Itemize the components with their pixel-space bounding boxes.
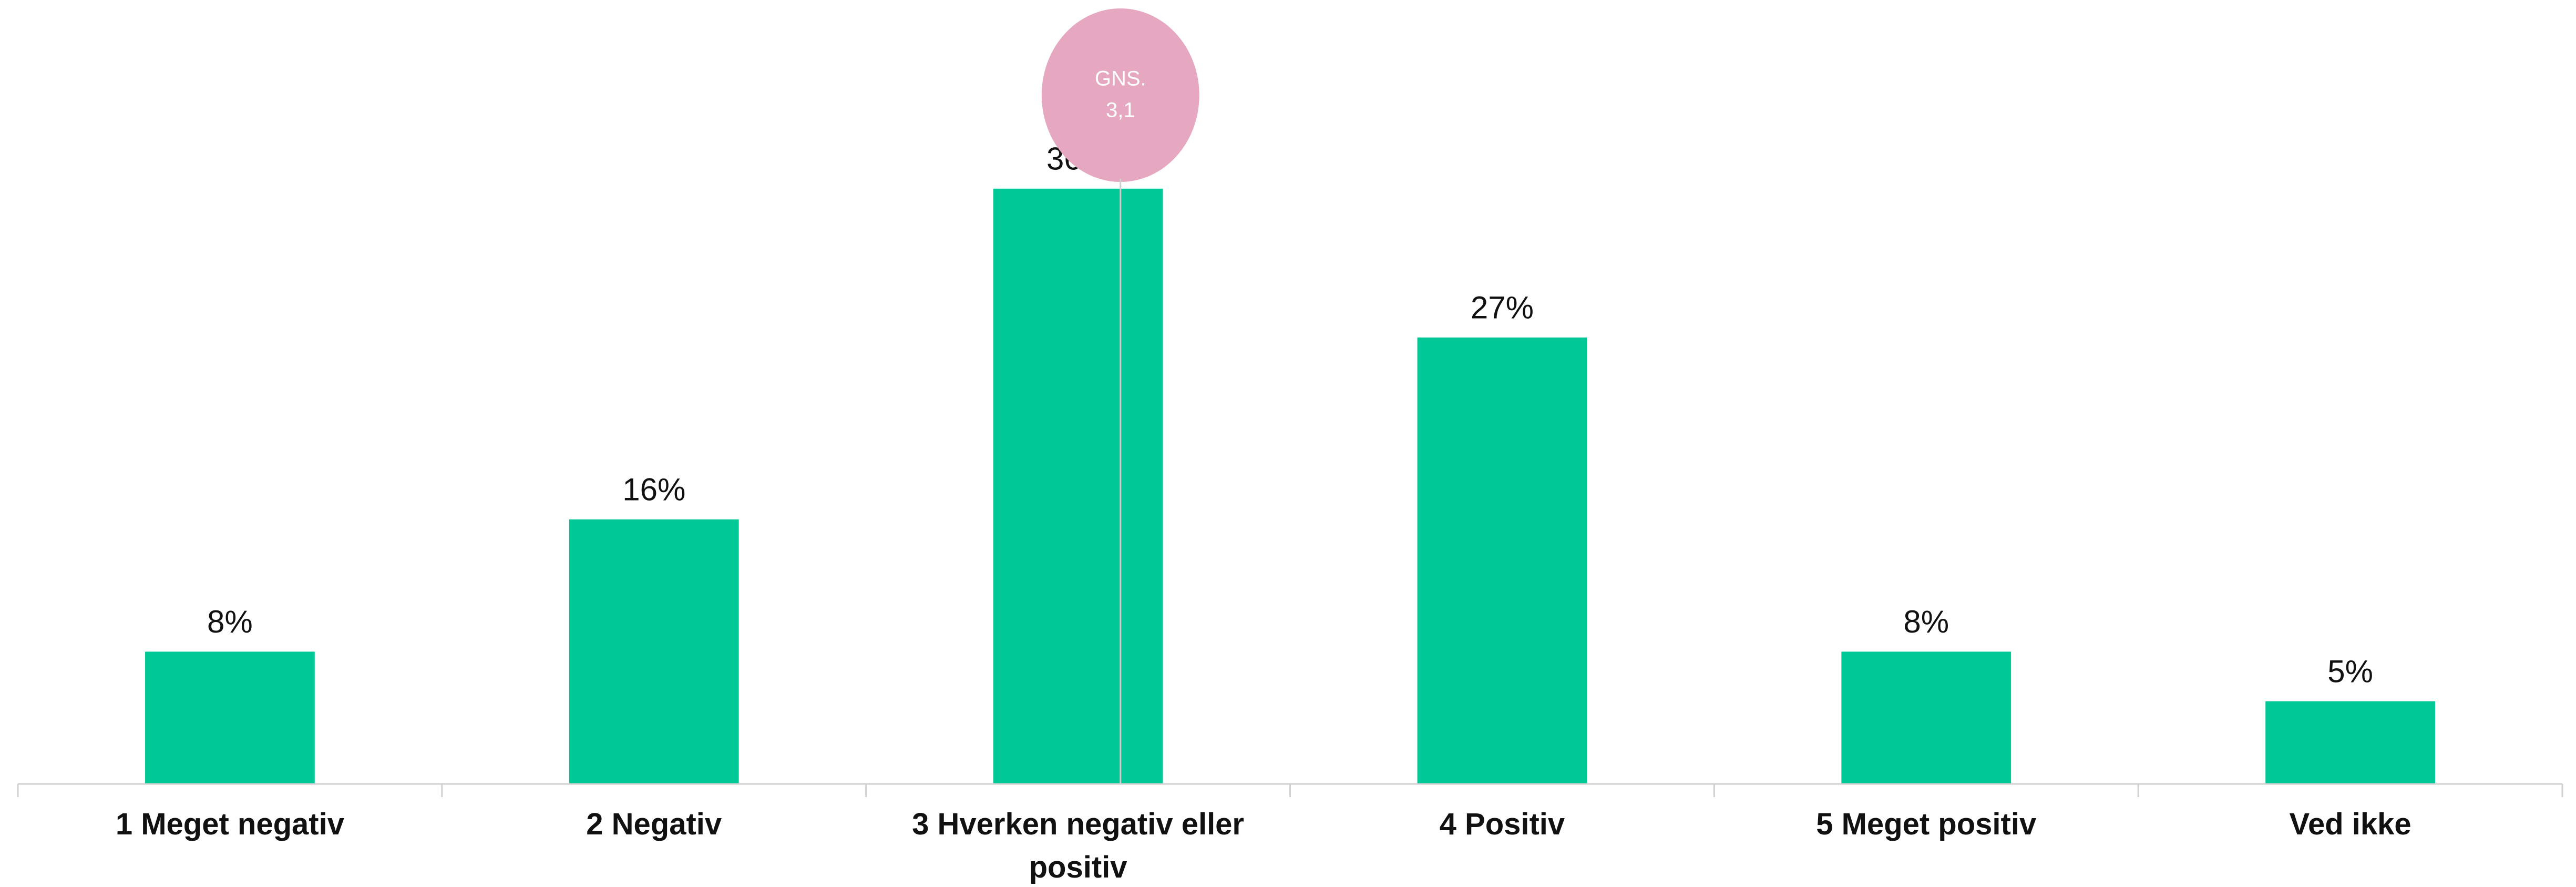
x-tick-label: 5 Meget positiv — [1816, 807, 2037, 841]
x-tick-label-box: 3 Hverken negativ eller positiv — [912, 807, 1245, 884]
mean-bubble — [1041, 8, 1199, 182]
value-label: 16% — [622, 472, 685, 507]
x-tick-label-box: Ved ikke — [2289, 807, 2411, 841]
bar — [2265, 701, 2435, 784]
x-tick-label-box: 5 Meget positiv — [1816, 807, 2037, 841]
mean-label: 3,1 — [1106, 99, 1135, 122]
x-tick-label: Ved ikke — [2289, 807, 2411, 841]
value-label: 8% — [1903, 604, 1949, 639]
value-label: 27% — [1471, 290, 1534, 325]
x-tick-label: 1 Meget negativ — [115, 807, 344, 841]
x-tick-label-box: 2 Negativ — [586, 807, 722, 841]
x-tick-label: 4 Positiv — [1439, 807, 1565, 841]
bar — [145, 651, 315, 784]
mean-label: GNS. — [1095, 67, 1146, 90]
x-tick-label: 3 Hverken negativ eller positiv — [912, 807, 1245, 884]
bar — [1841, 651, 2011, 784]
x-tick-label: 2 Negativ — [586, 807, 722, 841]
value-label: 8% — [207, 604, 253, 639]
value-label: 5% — [2327, 654, 2373, 689]
bar — [569, 519, 739, 784]
x-tick-label-box: 4 Positiv — [1439, 807, 1565, 841]
bar — [993, 188, 1163, 784]
bar — [1417, 337, 1587, 784]
x-tick-label-box: 1 Meget negativ — [115, 807, 344, 841]
